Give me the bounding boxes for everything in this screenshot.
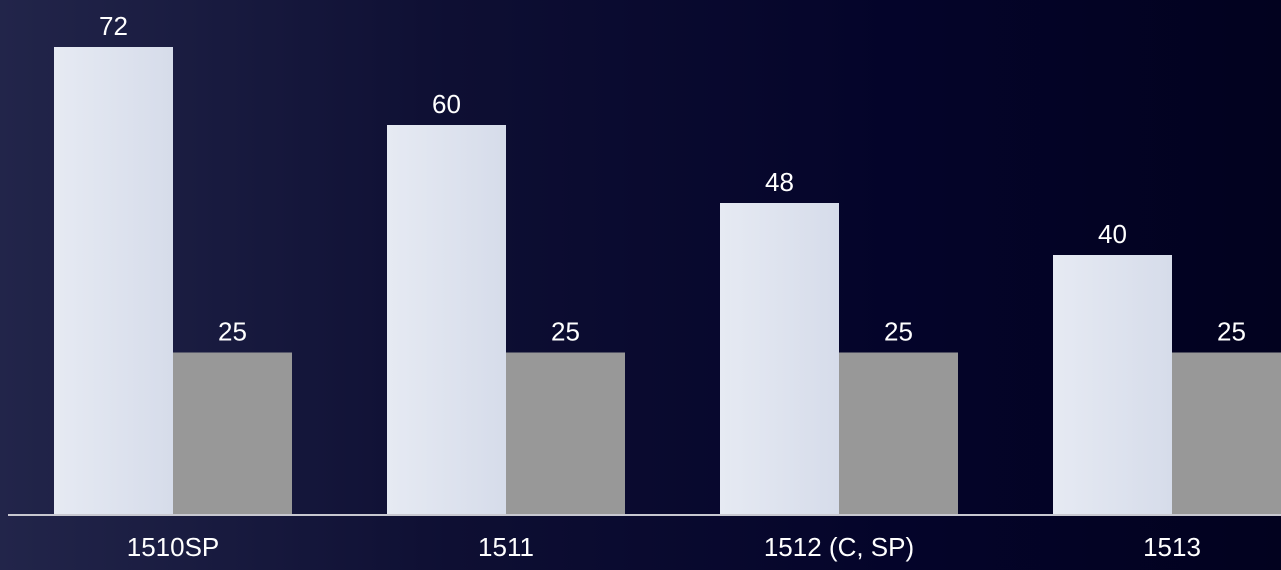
data-label-series1-1: 60 <box>432 89 461 119</box>
x-tick-label-0: 1510SP <box>127 532 220 562</box>
data-label-series2-3: 25 <box>1217 317 1246 347</box>
bar-series1-1 <box>387 125 506 515</box>
data-label-series2-2: 25 <box>884 317 913 347</box>
bar-series2-1 <box>506 352 625 515</box>
data-label-series2-1: 25 <box>551 317 580 347</box>
bar-series1-2 <box>720 203 839 515</box>
bar-series1-3 <box>1053 255 1172 515</box>
bars-layer <box>54 47 1281 515</box>
bar-series2-2 <box>839 352 958 515</box>
bar-series2-0 <box>173 352 292 515</box>
x-tick-label-3: 1513 <box>1143 532 1201 562</box>
x-tick-label-2: 1512 (C, SP) <box>764 532 914 562</box>
bar-series2-3 <box>1172 352 1281 515</box>
x-tick-label-1: 1511 <box>478 532 534 562</box>
bar-series1-0 <box>54 47 173 515</box>
labels-layer: 72 25 1510SP 60 25 1511 48 25 1512 (C, SP) 40 25 15… <box>99 11 1246 562</box>
data-label-series2-0: 25 <box>218 317 247 347</box>
data-label-series1-2: 48 <box>765 167 794 197</box>
data-label-series1-3: 40 <box>1098 219 1127 249</box>
data-label-series1-0: 72 <box>99 11 128 41</box>
